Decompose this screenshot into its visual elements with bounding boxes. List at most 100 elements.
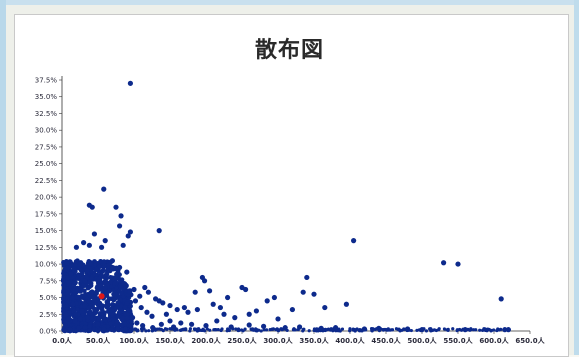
baseline-point [270,327,274,331]
baseline-point [307,329,311,333]
frame-left [0,0,6,355]
x-tick-label: 200.0人 [191,336,221,345]
baseline-point [241,329,245,333]
scatter-point [243,286,249,293]
x-tick-label: 650.0人 [515,336,545,345]
cluster-point [96,287,102,292]
baseline-point [236,328,240,333]
scatter-point [120,281,126,287]
cluster-point [62,328,68,334]
scatter-point [81,240,87,246]
x-tick-label: 450.0人 [371,336,401,345]
scatter-point [60,278,67,284]
scatter-point [119,316,126,322]
scatter-point [106,288,113,294]
baseline-point [409,328,413,333]
scatter-point [192,289,198,295]
scatter-point [207,288,213,294]
y-tick-label: 12.5% [35,244,58,252]
scatter-point [160,300,166,306]
scatter-point [156,228,162,234]
scatter-point [253,308,259,314]
baseline-point [483,327,487,331]
scatter-point [343,301,349,307]
cluster-point [61,300,66,306]
scatter-point [505,327,511,333]
scatter-point [75,288,81,294]
y-tick-label: 37.5% [35,77,58,85]
scatter-point [246,311,252,317]
scatter-point [163,311,169,317]
cluster-point [114,319,120,325]
cluster-point [94,290,99,296]
scatter-point [502,327,508,333]
scatter-point [201,278,208,284]
cluster-point [123,326,128,332]
scatter-point [282,325,288,331]
cluster-point [105,324,111,329]
scatter-point [104,302,110,309]
scatter-point [210,301,216,307]
y-tick-label: 10.0% [35,261,58,269]
scatter-point [271,294,277,301]
cluster-point [72,280,78,286]
baseline-point [336,329,340,333]
scatter-point [88,260,94,266]
scatter-point [311,291,317,297]
scatter-point [361,326,367,332]
scatter-point [333,325,339,331]
scatter-point [405,326,411,332]
scatter-point [246,322,252,328]
cluster-point [104,271,110,277]
scatter-point [232,315,238,321]
scatter-point [214,318,220,324]
scatter-point [118,213,124,219]
cluster-point [70,287,76,293]
y-tick-label: 25.0% [35,160,58,168]
cluster-point [82,303,88,309]
y-tick-label: 30.0% [35,127,58,135]
scatter-point [113,274,119,281]
cluster-point [86,305,92,311]
cluster-point [86,298,92,304]
scatter-point [81,282,87,289]
scatter-point [127,80,133,86]
cluster-point [105,327,111,333]
baseline-point [415,328,419,333]
baseline-point [144,329,148,333]
scatter-point [109,311,115,317]
baseline-point [373,327,377,331]
scatter-point [322,304,328,311]
baseline-point [455,328,459,333]
cluster-point [73,259,79,265]
scatter-point [138,304,144,311]
cluster-point [124,301,130,306]
scatter-point [91,294,97,301]
cluster-point [67,310,72,316]
scatter-point [318,325,324,331]
baseline-point [147,329,151,333]
scatter-point [289,306,295,313]
baseline-point [487,327,491,332]
scatter-point [498,296,504,302]
baseline-point [264,328,269,332]
y-tick-label: 2.5% [39,311,57,319]
cluster-point [97,311,103,316]
scatter-point [158,321,164,327]
baseline-point [213,328,217,332]
scatter-point [102,284,108,291]
frame-top [0,0,579,5]
cluster-point [113,305,119,311]
scatter-point [68,271,74,277]
scatter-point [142,284,148,291]
cluster-point [74,307,80,313]
scatter-point [109,258,115,264]
scatter-point [351,238,357,244]
cluster-point [98,258,104,264]
baseline-point [340,327,345,331]
x-axis-ticks: 0.0人 50.0人 100.0人 150.0人 200.0人 250.0人 300.0人 3… [52,331,546,345]
baseline-point [397,327,401,331]
cluster-point [112,280,118,286]
baseline-point [188,327,193,331]
